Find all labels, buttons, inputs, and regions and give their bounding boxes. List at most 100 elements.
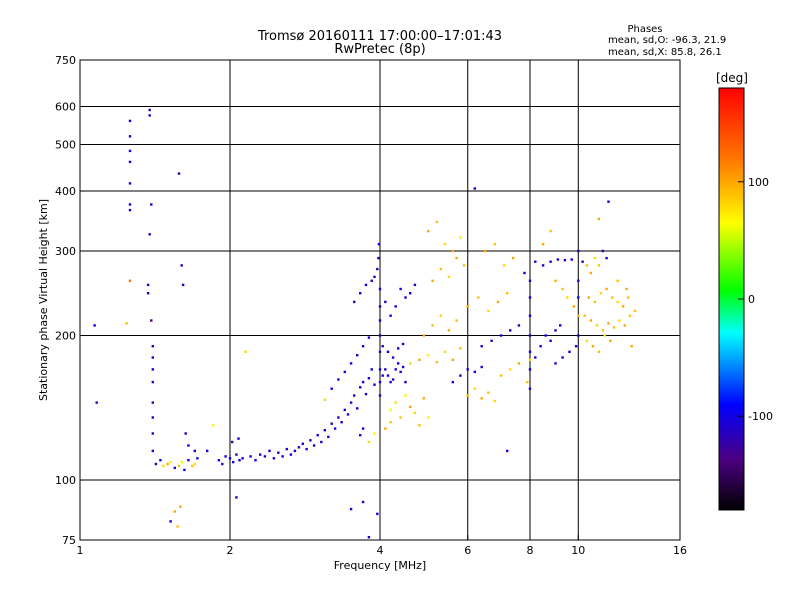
data-point xyxy=(151,401,154,404)
data-point xyxy=(373,383,376,386)
data-point xyxy=(568,350,571,353)
x-tick-label: 16 xyxy=(673,544,687,557)
data-point xyxy=(401,365,405,369)
data-point xyxy=(509,368,512,371)
data-point xyxy=(427,354,430,357)
data-point xyxy=(193,449,196,453)
data-point xyxy=(235,453,238,456)
data-point xyxy=(597,264,601,267)
data-point xyxy=(577,279,580,282)
data-point xyxy=(435,220,438,224)
data-point xyxy=(177,464,181,468)
data-point xyxy=(528,358,532,361)
data-point xyxy=(447,275,451,279)
data-point xyxy=(346,413,350,416)
data-point xyxy=(577,296,580,299)
data-point xyxy=(289,453,293,456)
data-point xyxy=(173,466,176,470)
data-point xyxy=(554,329,557,332)
data-point xyxy=(93,324,96,327)
data-point xyxy=(605,256,608,260)
phases-o-stats: mean, sd,O: -96.3, 21.9 xyxy=(608,35,726,46)
data-point xyxy=(595,324,599,327)
data-point xyxy=(633,309,637,313)
data-point xyxy=(316,434,319,437)
data-point xyxy=(151,380,154,384)
data-point xyxy=(389,314,392,317)
x-tick-label: 2 xyxy=(227,544,234,557)
data-point xyxy=(431,279,434,282)
data-point xyxy=(353,300,356,304)
data-point xyxy=(477,296,480,299)
data-point xyxy=(391,378,395,381)
data-point xyxy=(506,449,509,453)
data-point xyxy=(459,374,462,377)
data-point xyxy=(589,271,593,275)
data-point xyxy=(554,279,557,282)
data-point xyxy=(427,416,430,419)
data-point xyxy=(173,510,176,513)
data-point xyxy=(361,345,365,348)
data-point xyxy=(574,345,578,348)
data-point xyxy=(378,287,382,291)
data-point xyxy=(259,453,262,456)
data-point xyxy=(128,119,132,123)
x-tick-label: 4 xyxy=(377,544,384,557)
data-point xyxy=(549,229,552,233)
data-point xyxy=(381,345,384,348)
data-point xyxy=(509,329,512,332)
data-point xyxy=(376,267,379,271)
data-point xyxy=(601,329,604,332)
data-point xyxy=(169,520,172,523)
data-point xyxy=(466,368,469,371)
data-point xyxy=(607,322,610,325)
data-point xyxy=(232,460,235,464)
data-point xyxy=(625,287,628,291)
data-point xyxy=(394,401,397,404)
data-point xyxy=(206,449,209,453)
data-point xyxy=(356,407,359,410)
data-point xyxy=(176,525,179,528)
data-point xyxy=(585,264,588,267)
data-point xyxy=(297,446,301,449)
data-point xyxy=(597,217,601,221)
data-point xyxy=(384,368,387,371)
data-point xyxy=(359,434,362,437)
data-point xyxy=(439,314,443,317)
phases-title: Phases xyxy=(627,24,662,35)
data-point xyxy=(528,314,532,317)
data-point xyxy=(323,429,326,432)
data-point xyxy=(373,275,376,279)
data-point xyxy=(581,260,584,263)
y-axis-label: Stationary phase Virtual Height [km] xyxy=(37,199,50,401)
data-point xyxy=(378,368,382,371)
data-point xyxy=(370,368,373,371)
data-point xyxy=(162,464,165,468)
data-point xyxy=(451,249,454,253)
data-point xyxy=(616,279,619,282)
data-point xyxy=(611,296,614,299)
data-point xyxy=(462,264,466,267)
data-point xyxy=(237,437,240,440)
data-point xyxy=(605,287,608,291)
data-point xyxy=(384,427,387,430)
data-point xyxy=(377,243,381,246)
data-point xyxy=(394,368,397,371)
data-point xyxy=(128,203,132,206)
data-point xyxy=(268,449,271,453)
data-point xyxy=(431,324,434,327)
data-point xyxy=(473,387,476,390)
data-point xyxy=(376,512,379,516)
data-point xyxy=(443,243,447,246)
data-point xyxy=(386,350,390,353)
data-point xyxy=(534,356,537,359)
data-point xyxy=(361,500,365,504)
data-point xyxy=(397,362,400,365)
data-point xyxy=(409,405,412,409)
data-point xyxy=(191,464,194,468)
data-point xyxy=(333,427,337,430)
data-point xyxy=(151,416,154,419)
data-point xyxy=(320,440,323,444)
data-point xyxy=(404,296,407,299)
